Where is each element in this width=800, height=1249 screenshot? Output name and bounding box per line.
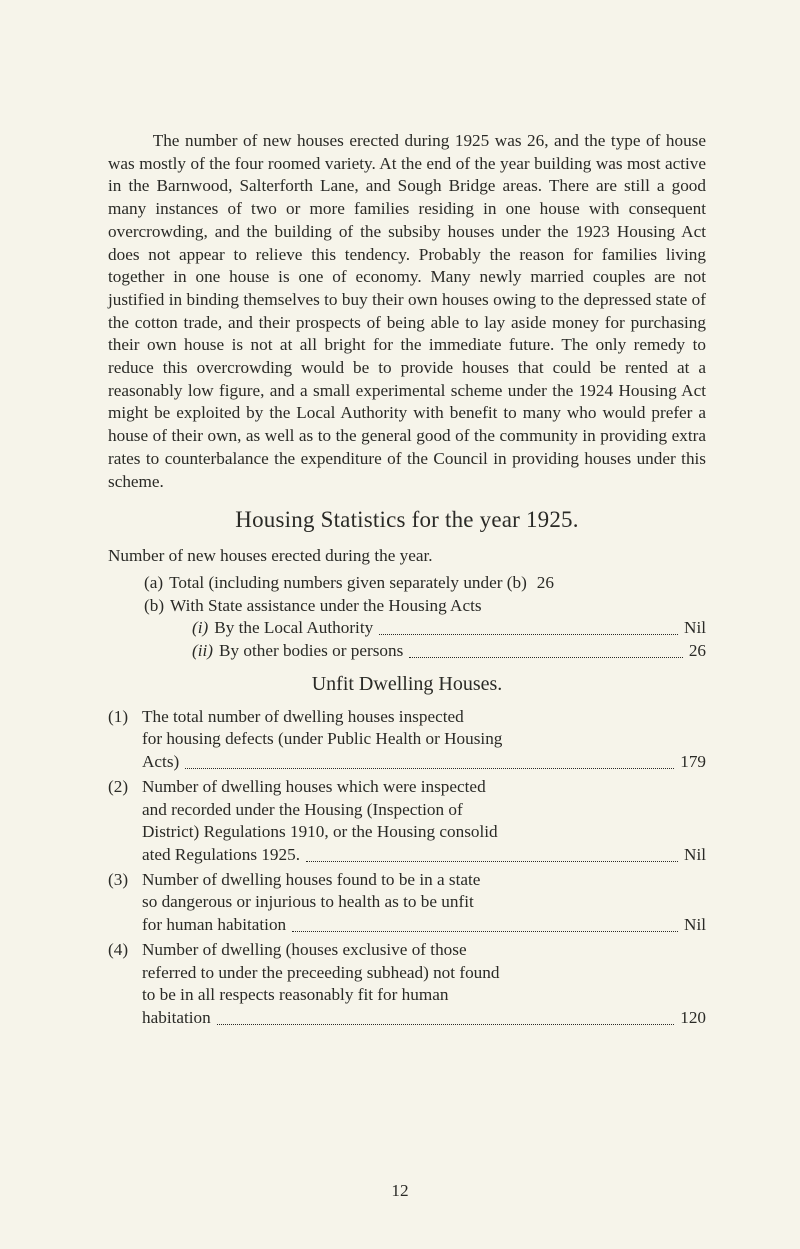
leader-dots — [306, 861, 678, 862]
item-text-line: Number of dwelling houses found to be in… — [142, 869, 706, 892]
item-text-last: Acts) — [142, 751, 179, 774]
item-text-last: habitation — [142, 1007, 211, 1030]
leader-dots — [292, 931, 678, 932]
item-text-line: District) Regulations 1910, or the Housi… — [142, 821, 706, 844]
page-number: 12 — [0, 1181, 800, 1201]
list-item: (3) Number of dwelling houses found to b… — [108, 869, 706, 937]
stat-ii-value: 26 — [689, 640, 706, 663]
stat-a-value: 26 — [537, 572, 554, 595]
item-number: (3) — [108, 869, 142, 937]
list-item: (1) The total number of dwelling houses … — [108, 706, 706, 774]
item-text-line: so dangerous or injurious to health as t… — [142, 891, 706, 914]
item-text-line: to be in all respects reasonably fit for… — [142, 984, 706, 1007]
leader-dots — [379, 634, 678, 635]
stat-b-label: (b) — [144, 595, 164, 618]
list-item: (4) Number of dwelling (houses exclusive… — [108, 939, 706, 1030]
item-value: Nil — [684, 844, 706, 867]
item-value: Nil — [684, 914, 706, 937]
item-text-line: Number of dwelling (houses exclusive of … — [142, 939, 706, 962]
stat-b-text: With State assistance under the Housing … — [170, 595, 482, 618]
stat-row-i: (i) By the Local Authority Nil — [108, 617, 706, 640]
stat-row-ii: (ii) By other bodies or persons 26 — [108, 640, 706, 663]
stats-lead: Number of new houses erected during the … — [108, 545, 706, 568]
stat-row-a: (a) Total (including numbers given separ… — [108, 572, 706, 595]
item-text-last: ated Regulations 1925. — [142, 844, 300, 867]
stat-i-value: Nil — [684, 617, 706, 640]
item-value: 179 — [680, 751, 706, 774]
item-text-line: and recorded under the Housing (Inspecti… — [142, 799, 706, 822]
item-text-line: for housing defects (under Public Health… — [142, 728, 706, 751]
leader-dots — [185, 768, 674, 769]
list-item: (2) Number of dwelling houses which were… — [108, 776, 706, 867]
item-text-line: Number of dwelling houses which were ins… — [142, 776, 706, 799]
item-text-last: for human habitation — [142, 914, 286, 937]
item-number: (1) — [108, 706, 142, 774]
stat-a-text: Total (including numbers given separatel… — [169, 572, 527, 595]
stat-a-label: (a) — [144, 572, 163, 595]
stat-i-label: (i) — [192, 617, 208, 640]
stat-ii-text: By other bodies or persons — [219, 640, 403, 663]
housing-statistics-heading: Housing Statistics for the year 1925. — [108, 507, 706, 533]
item-text-line: The total number of dwelling houses insp… — [142, 706, 706, 729]
leader-dots — [217, 1024, 674, 1025]
item-text-line: referred to under the preceeding subhead… — [142, 962, 706, 985]
unfit-list: (1) The total number of dwelling houses … — [108, 706, 706, 1030]
leader-dots — [409, 657, 683, 658]
item-value: 120 — [680, 1007, 706, 1030]
stat-ii-label: (ii) — [192, 640, 213, 663]
stat-row-b: (b) With State assistance under the Hous… — [108, 595, 706, 618]
unfit-heading: Unfit Dwelling Houses. — [108, 673, 706, 696]
item-number: (2) — [108, 776, 142, 867]
intro-paragraph: The number of new houses erected during … — [108, 130, 706, 493]
item-number: (4) — [108, 939, 142, 1030]
stat-i-text: By the Local Authority — [214, 617, 373, 640]
